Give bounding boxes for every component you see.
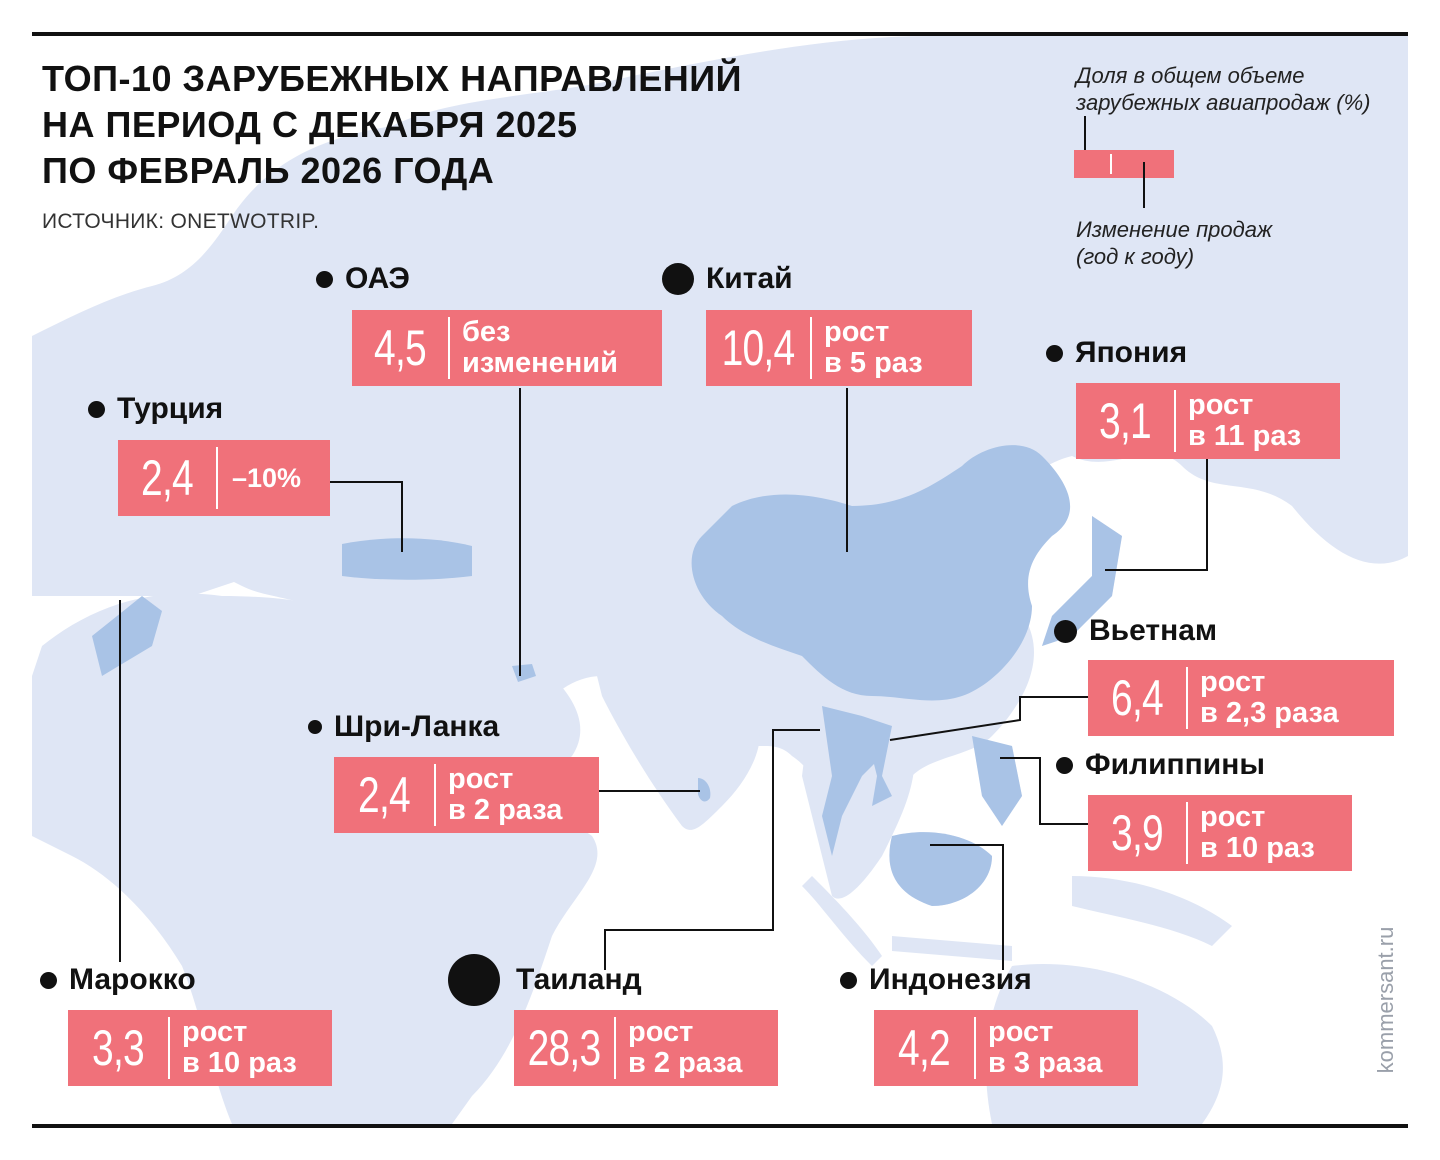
share-value: 6,4 [1111, 670, 1164, 726]
title-line-2: НА ПЕРИОД С ДЕКАБРЯ 2025 [42, 104, 578, 145]
china-highlight [691, 445, 1071, 701]
separator [448, 317, 450, 379]
stat-box-china: 10,4 рост в 5 раз [706, 310, 972, 386]
legend-change-label: Изменение продаж (год к году) [1076, 217, 1273, 269]
separator [614, 1017, 616, 1079]
separator [974, 1017, 976, 1079]
marker-dot [88, 400, 105, 418]
title-line-3: ПО ФЕВРАЛЬ 2026 ГОДА [42, 150, 495, 191]
marker-dot [316, 270, 333, 288]
country-name: Шри-Ланка [334, 710, 500, 743]
separator [434, 764, 436, 826]
share-value: 4,2 [898, 1020, 951, 1076]
page-title: ТОП-10 ЗАРУБЕЖНЫХ НАПРАВЛЕНИЙ НА ПЕРИОД … [42, 56, 742, 194]
stat-box-thailand: 28,3 рост в 2 раза [514, 1010, 778, 1086]
site-credit: kommersant.ru [1373, 926, 1398, 1074]
morocco-highlight [92, 596, 162, 676]
country-name: Турция [117, 392, 224, 425]
country-name: Таиланд [516, 963, 642, 996]
share-value: 4,5 [374, 320, 427, 376]
share-value: 3,3 [92, 1020, 145, 1076]
change-value: рост в 10 раз [182, 1016, 297, 1079]
bottom-rule [32, 1124, 1408, 1128]
label-japan: Япония [1046, 336, 1187, 370]
label-sri-lanka: Шри-Ланка [308, 710, 499, 744]
legend-pointer-change [1143, 162, 1145, 208]
country-name: Марокко [69, 963, 196, 996]
top-rule [32, 32, 1408, 36]
change-value: без изменений [462, 316, 618, 379]
country-name: Китай [706, 262, 793, 295]
share-value: 2,4 [358, 767, 411, 823]
indonesia-highlight [889, 832, 992, 906]
uae-highlight [512, 664, 536, 682]
separator [1174, 390, 1176, 452]
share-value: 3,1 [1099, 393, 1152, 449]
philippines-highlight [972, 736, 1022, 826]
stat-box-vietnam: 6,4 рост в 2,3 раза [1088, 660, 1394, 736]
separator [216, 447, 218, 509]
label-china: Китай [662, 262, 793, 296]
turkey-highlight [342, 538, 472, 580]
label-vietnam: Вьетнам [1054, 614, 1217, 648]
stat-box-uae: 4,5 без изменений [352, 310, 662, 386]
marker-dot [40, 971, 57, 989]
label-turkey: Турция [88, 392, 223, 426]
marker-dot [840, 971, 857, 989]
marker-dot [1054, 619, 1077, 643]
change-value: рост в 2 раза [448, 763, 563, 826]
country-name: Вьетнам [1089, 614, 1218, 647]
map-background [32, 36, 1408, 1124]
share-value: 28,3 [527, 1020, 602, 1076]
stat-box-philippines: 3,9 рост в 10 раз [1088, 795, 1352, 871]
change-value: рост в 10 раз [1200, 801, 1315, 864]
country-name: Филиппины [1085, 748, 1265, 781]
share-value: 10,4 [721, 320, 796, 376]
stat-box-morocco: 3,3 рост в 10 раз [68, 1010, 332, 1086]
title-line-1: ТОП-10 ЗАРУБЕЖНЫХ НАПРАВЛЕНИЙ [42, 58, 743, 99]
world-map [32, 36, 1408, 1124]
change-value: –10% [232, 462, 302, 493]
label-uae: ОАЭ [316, 262, 410, 296]
stat-box-sri-lanka: 2,4 рост в 2 раза [334, 757, 599, 833]
separator [810, 317, 812, 379]
label-thailand: Таиланд [448, 954, 642, 1006]
change-value: рост в 2 раза [628, 1016, 743, 1079]
separator [1186, 667, 1188, 729]
vietnam-highlight [862, 716, 892, 806]
label-indonesia: Индонезия [840, 963, 1032, 997]
new-guinea-landmass [1072, 876, 1232, 946]
separator [1186, 802, 1188, 864]
label-morocco: Марокко [40, 963, 196, 997]
share-value: 3,9 [1111, 805, 1164, 861]
label-philippines: Филиппины [1056, 748, 1265, 782]
legend-pointer-share [1084, 116, 1086, 162]
source-note: ИСТОЧНИК: ONETWOTRIP. [42, 210, 320, 233]
country-name: Япония [1075, 336, 1188, 369]
share-value: 2,4 [141, 450, 194, 506]
sumatra-landmass [802, 876, 882, 966]
legend-share-label: Доля в общем объеме зарубежных авиапрода… [1076, 63, 1371, 115]
thailand-highlight [822, 706, 882, 856]
marker-dot [1046, 344, 1063, 362]
change-value: рост в 11 раз [1188, 389, 1302, 452]
marker-dot [1056, 756, 1073, 774]
marker-dot [448, 954, 500, 1006]
marker-dot [662, 263, 694, 295]
change-value: рост в 3 раза [988, 1016, 1103, 1079]
japan-highlight [1042, 516, 1122, 646]
separator [168, 1017, 170, 1079]
marker-dot [308, 720, 322, 734]
arabian-peninsula-landmass [412, 636, 581, 789]
change-value: рост в 2,3 раза [1200, 666, 1339, 729]
stat-box-japan: 3,1 рост в 11 раз [1076, 383, 1340, 459]
country-name: Индонезия [869, 963, 1032, 996]
country-name: ОАЭ [345, 262, 410, 295]
change-value: рост в 5 раз [824, 316, 923, 379]
legend-sample-box [1074, 150, 1174, 178]
stat-box-indonesia: 4,2 рост в 3 раза [874, 1010, 1138, 1086]
stat-box-turkey: 2,4 –10% [118, 440, 330, 516]
java-landmass [892, 936, 1012, 961]
